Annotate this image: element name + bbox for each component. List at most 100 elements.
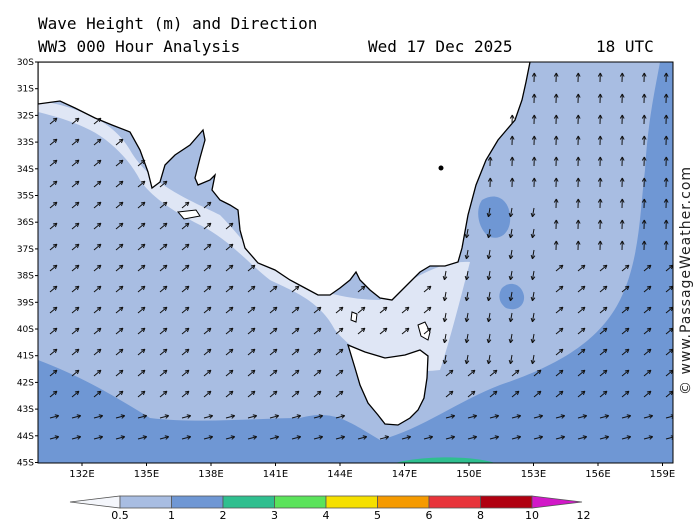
wave-arrow [291, 390, 300, 398]
wave-arrow [641, 219, 647, 230]
wave-arrow [93, 435, 104, 440]
wave-arrow [464, 333, 470, 344]
wave-arrow [93, 285, 102, 293]
wave-arrow [291, 435, 302, 440]
wave-arrow [467, 369, 476, 377]
wave-arrow [115, 435, 126, 440]
wave-arrow [335, 327, 344, 335]
wave-arrow [115, 348, 124, 356]
wave-arrow [115, 243, 124, 251]
wave-arrow [533, 390, 542, 398]
wave-arrow [247, 369, 256, 377]
wave-arrow [71, 117, 80, 125]
wave-arrow [641, 114, 647, 125]
wave-arrow [643, 348, 652, 356]
wave-arrow [553, 72, 559, 83]
wave-arrow [464, 312, 470, 323]
wave-arrow [71, 369, 80, 377]
lat-label: 42S [17, 378, 34, 388]
wave-arrow [49, 138, 58, 146]
wave-arrow [115, 264, 124, 272]
wave-arrow [115, 180, 124, 188]
wave-arrow [508, 270, 514, 281]
legend-swatch [274, 495, 327, 509]
wave-arrow [247, 348, 256, 356]
wave-arrow [401, 306, 410, 314]
wave-arrow [486, 228, 492, 239]
wave-arrow [203, 327, 212, 335]
tasmania [346, 343, 429, 426]
wave-arrow [621, 390, 630, 398]
wave-arrow [597, 198, 603, 209]
legend-swatch [171, 495, 224, 509]
wave-arrow [555, 327, 564, 335]
wave-arrow [442, 333, 448, 344]
wave-arrow [464, 291, 470, 302]
wave-arrow [291, 327, 300, 335]
wave-arrow [93, 348, 102, 356]
wave-arrow [555, 369, 564, 377]
wave-arrow [159, 264, 168, 272]
wave-arrow [575, 177, 581, 188]
wave-arrow [464, 354, 470, 365]
wave-arrow [49, 222, 58, 230]
wave-arrow [643, 390, 652, 398]
wave-arrow [49, 180, 58, 188]
wave-arrow [621, 369, 630, 377]
wave-arrow [203, 390, 212, 398]
wave-arrow [181, 201, 190, 209]
wave-cell-east-a [478, 196, 511, 238]
wave-arrow [508, 312, 514, 323]
wave-arrow [225, 306, 234, 314]
wave-arrow [643, 414, 654, 419]
wave-arrow [159, 243, 168, 251]
wave-arrow [71, 414, 82, 419]
wave-arrow [597, 114, 603, 125]
legend-swatch [428, 495, 481, 509]
wave-arrow [225, 435, 236, 440]
wave-arrow [530, 333, 536, 344]
wave-arrow [115, 222, 124, 230]
wave-arrow [621, 348, 630, 356]
wave-arrow [663, 114, 669, 125]
wave-arrow [599, 435, 610, 440]
wave-arrow [555, 435, 566, 440]
wave-arrow [553, 240, 559, 251]
wave-arrow [599, 414, 610, 419]
wave-arrow [49, 414, 60, 419]
wave-arrow [597, 93, 603, 104]
legend-low-arrow [69, 495, 121, 509]
wave-arrow [641, 156, 647, 167]
wave-arrow [137, 285, 146, 293]
wave-arrow [93, 327, 102, 335]
wave-arrow [641, 93, 647, 104]
wave-band-0-5-1-coast [38, 100, 470, 371]
wave-arrow [553, 156, 559, 167]
lat-label: 40S [17, 325, 34, 335]
wave-arrow [553, 177, 559, 188]
wave-arrow [619, 240, 625, 251]
wave-arrow [464, 270, 470, 281]
wave-arrow [49, 390, 58, 398]
wave-arrow [641, 177, 647, 188]
wave-arrow [575, 72, 581, 83]
wave-arrow [486, 291, 492, 302]
wave-arrow [555, 414, 566, 419]
wave-arrow [203, 348, 212, 356]
wave-arrow [71, 327, 80, 335]
wave-arrow [225, 264, 234, 272]
wave-arrow [486, 333, 492, 344]
wave-height-legend: 0.5 1 2 3 4 5 6 8 10 12 [69, 495, 591, 522]
wave-arrow [225, 285, 234, 293]
wave-arrow [575, 93, 581, 104]
wave-arrow [553, 198, 559, 209]
wave-arrow [621, 264, 630, 272]
wave-arrow [575, 135, 581, 146]
lon-label: 147E [392, 469, 417, 480]
lat-label: 45S [17, 459, 34, 469]
map-title: Wave Height (m) and Direction [38, 14, 318, 33]
wave-arrow [621, 285, 630, 293]
wave-arrow [49, 264, 58, 272]
wave-arrow [575, 198, 581, 209]
wave-arrow [203, 285, 212, 293]
